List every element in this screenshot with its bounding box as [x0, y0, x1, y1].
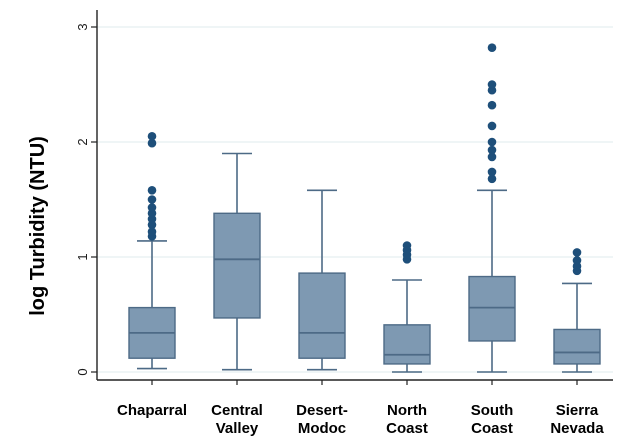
y-tick-label: 0	[75, 368, 90, 375]
x-tick-label-line: Modoc	[298, 420, 346, 437]
box-iqr	[213, 212, 261, 319]
outlier-point	[487, 145, 497, 155]
x-tick-label-line: Valley	[216, 420, 259, 437]
outlier-point	[402, 241, 412, 250]
x-tick-label-line: Central	[211, 402, 263, 419]
outlier-point	[572, 256, 582, 265]
box-iqr	[383, 324, 431, 365]
outlier-point	[147, 203, 157, 212]
x-tick-label-line: Nevada	[550, 420, 604, 437]
outlier-point	[147, 186, 157, 195]
x-tick-label: Chaparral	[117, 402, 187, 419]
x-tick-label-line: South	[471, 402, 514, 419]
y-axis-ticks: 0 1 2 3	[75, 23, 97, 376]
box-group	[468, 43, 516, 373]
box-iqr	[298, 272, 346, 359]
box-group	[213, 152, 261, 371]
outlier-point	[487, 167, 497, 177]
x-tick-label-line: Coast	[386, 420, 428, 437]
outlier-point	[147, 131, 157, 141]
y-tick-label: 3	[75, 23, 90, 30]
box-iqr	[468, 275, 516, 342]
x-tick-label-line: Sierra	[556, 402, 599, 419]
outlier-point	[487, 152, 497, 162]
x-tick-label: Desert-Modoc	[296, 402, 348, 437]
box-iqr	[553, 328, 601, 365]
box-group	[553, 248, 601, 373]
outlier-point	[487, 100, 497, 110]
box-group	[128, 131, 176, 370]
x-tick-label: Sierra Nevada	[550, 402, 604, 437]
x-tick-label-line: North	[387, 402, 427, 419]
outlier-point	[572, 248, 582, 257]
outlier-point	[487, 43, 497, 52]
y-axis-label: log Turbidity (NTU)	[27, 136, 49, 316]
box-series	[128, 43, 601, 373]
outlier-point	[147, 195, 157, 204]
outlier-point	[487, 121, 497, 131]
outlier-point	[487, 80, 497, 89]
axes	[96, 10, 613, 381]
x-tick-label-line: Chaparral	[117, 402, 187, 419]
x-tick-label-line: Desert-	[296, 402, 348, 419]
gridlines	[97, 26, 613, 373]
x-tick-label: Central Valley	[211, 402, 263, 437]
box-group	[298, 189, 346, 371]
x-tick-label: North Coast	[386, 402, 428, 437]
x-tick-label-line: Coast	[471, 420, 513, 437]
x-tick-label: South Coast	[471, 402, 514, 437]
box-group	[383, 241, 431, 373]
outlier-point	[487, 137, 497, 147]
outlier-point	[487, 174, 497, 184]
y-tick-label: 1	[75, 253, 90, 260]
outlier-point	[147, 138, 157, 148]
y-tick-label: 2	[75, 138, 90, 145]
outlier-point	[147, 227, 157, 236]
